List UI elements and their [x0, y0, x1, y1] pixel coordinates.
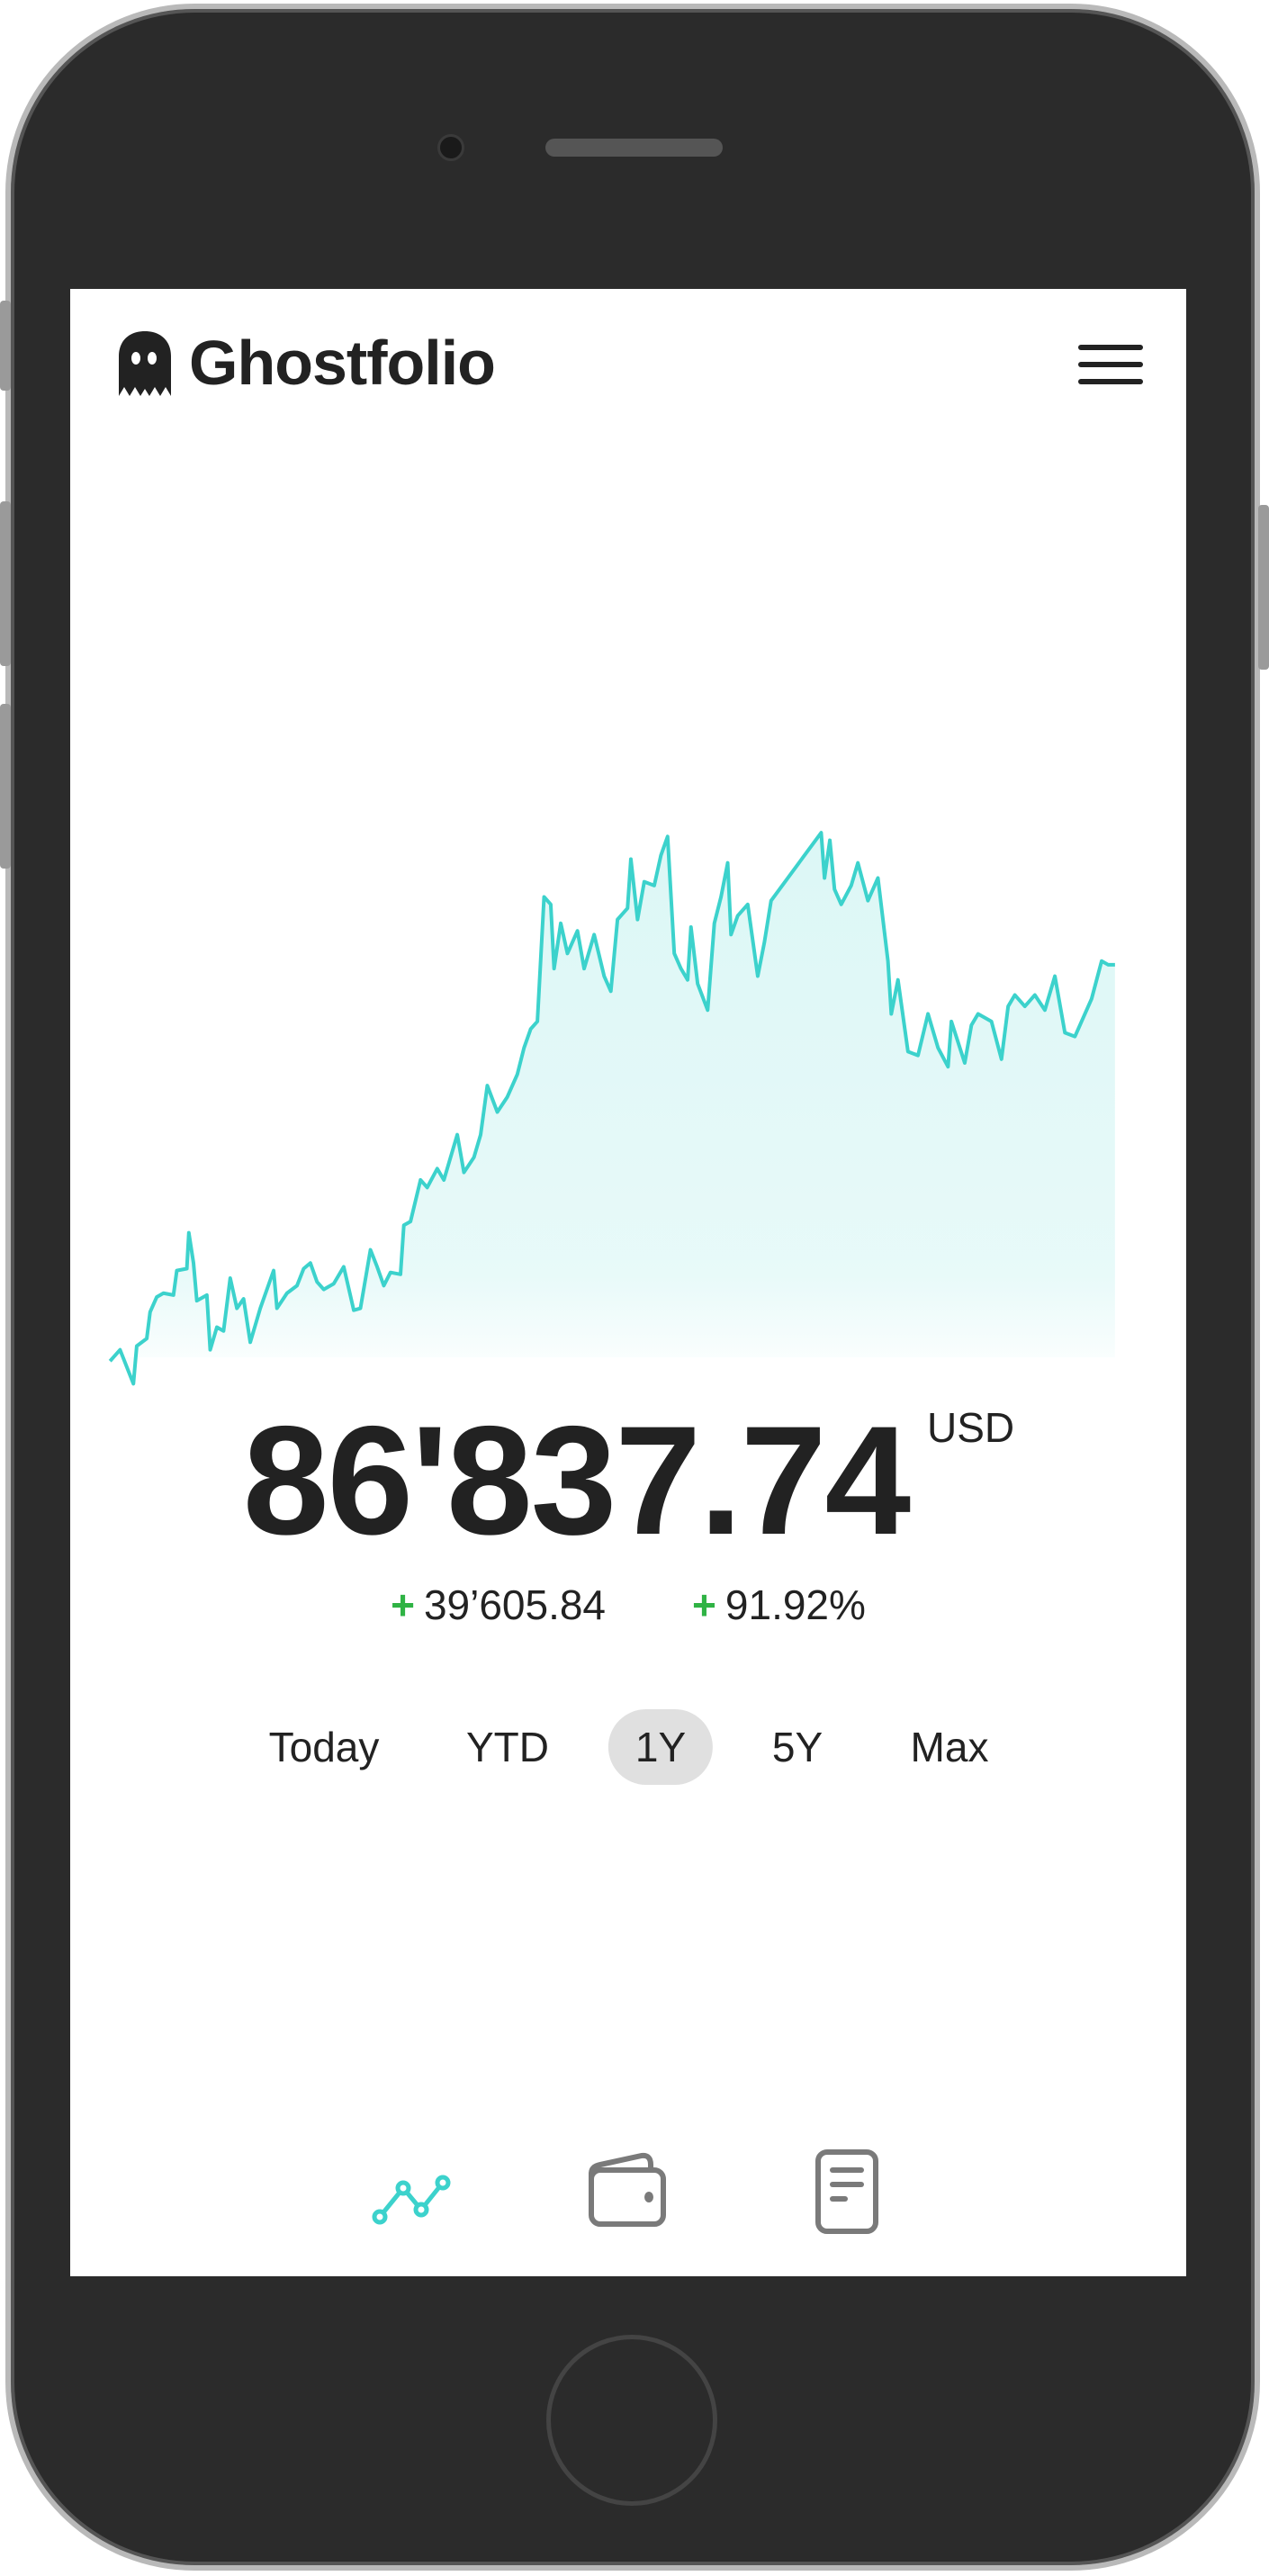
power-button — [1258, 505, 1269, 670]
ghost-icon — [119, 331, 171, 396]
range-5y[interactable]: 5Y — [771, 1724, 824, 1770]
range-ytd[interactable]: YTD — [466, 1724, 549, 1770]
app-title[interactable]: Ghostfolio — [189, 328, 496, 398]
chart-series-line — [110, 833, 1115, 1383]
performance-changes: +39’605.84 +91.92% — [70, 1581, 1186, 1629]
chart-area-fill — [110, 833, 1115, 1384]
absolute-change: +39’605.84 — [391, 1581, 606, 1629]
volume-up-button — [0, 501, 11, 666]
app-screen: Ghostfolio 86'837.74 USD +39’605.84 +91.… — [70, 289, 1186, 2276]
earpiece-speaker — [545, 139, 723, 157]
range-1y[interactable]: 1Y — [608, 1709, 714, 1785]
front-camera — [437, 134, 464, 161]
range-max[interactable]: Max — [910, 1724, 989, 1770]
plus-sign: + — [692, 1581, 716, 1628]
range-today[interactable]: Today — [268, 1724, 380, 1770]
percent-change: +91.92% — [692, 1581, 866, 1629]
wallet-icon[interactable] — [584, 2148, 670, 2235]
chart-line-icon[interactable] — [369, 2148, 455, 2235]
percent-change-value: 91.92% — [724, 1581, 866, 1628]
portfolio-performance-chart — [90, 810, 1115, 1395]
volume-down-button — [0, 704, 11, 869]
document-icon[interactable] — [802, 2148, 888, 2235]
absolute-change-value: 39’605.84 — [423, 1581, 607, 1628]
silent-switch — [0, 301, 11, 391]
portfolio-value: 86'837.74 — [242, 1394, 911, 1567]
range-selector: Today YTD 1Y 5Y Max — [70, 1709, 1186, 1785]
home-button[interactable] — [546, 2335, 717, 2506]
plus-sign: + — [391, 1581, 415, 1628]
currency-label: USD — [927, 1404, 1015, 1451]
hamburger-menu-icon[interactable] — [1078, 343, 1143, 388]
